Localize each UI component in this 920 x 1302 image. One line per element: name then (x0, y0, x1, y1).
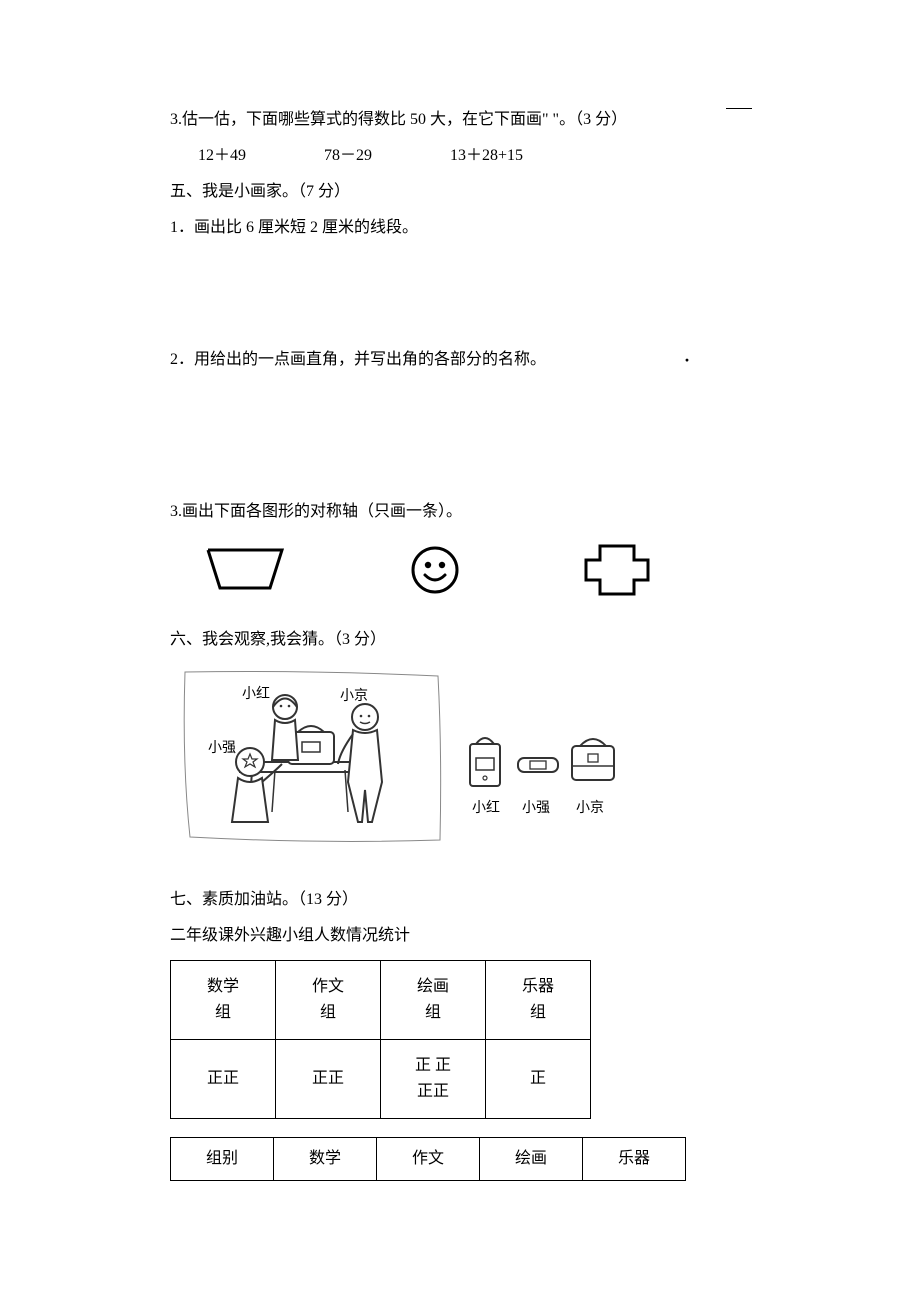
tally-table: 数学组 作文组 绘画组 乐器组 正正 正正 正 正 正正 正 (170, 960, 591, 1119)
q3-text-content: 3.估一估，下面哪些算式的得数比 50 大，在它下面画" "。（3 分） (170, 111, 627, 128)
label-qiang-left: 小强 (208, 740, 236, 756)
summary-table: 组别 数学 作文 绘画 乐器 (170, 1137, 686, 1181)
q3-expr-2: 78－29 (324, 140, 372, 172)
label-hong: 小红 (472, 800, 500, 816)
table-row: 数学组 作文组 绘画组 乐器组 (171, 961, 591, 1040)
s5-q2-row: 2．用给出的一点画直角，并写出角的各部分的名称。 · (170, 342, 750, 378)
summary-h-4: 乐器 (583, 1138, 686, 1181)
label-hong-top: 小红 (242, 686, 270, 702)
label-jing: 小京 (576, 800, 604, 816)
q3-expr-1: 12＋49 (198, 140, 246, 172)
s5-q1: 1．画出比 6 厘米短 2 厘米的线段。 (170, 212, 750, 244)
q3-text: 3.估一估，下面哪些算式的得数比 50 大，在它下面画" "。（3 分） (170, 104, 750, 136)
q3-expressions: 12＋49 78－29 13＋28+15 (170, 140, 750, 172)
summary-h-0: 组别 (171, 1138, 274, 1181)
tally-col-3: 绘画组 (381, 961, 486, 1040)
table-row: 正正 正正 正 正 正正 正 (171, 1040, 591, 1119)
tally-col-1: 数学组 (171, 961, 276, 1040)
smiley-shape (410, 545, 460, 595)
symmetry-shapes (200, 540, 750, 600)
tally-cell-1: 正正 (171, 1040, 276, 1119)
label-jing-top: 小京 (340, 688, 368, 704)
summary-h-3: 绘画 (480, 1138, 583, 1181)
tally-cell-3: 正 正 正正 (381, 1040, 486, 1119)
q3-overline (726, 108, 752, 109)
trapezoid-shape (200, 544, 290, 596)
observe-scene: 小红 小京 小强 小红 小强 (180, 662, 750, 864)
tally-cell-2: 正正 (276, 1040, 381, 1119)
label-qiang: 小强 (522, 800, 550, 816)
tally-col-4: 乐器组 (486, 961, 591, 1040)
table-row: 组别 数学 作文 绘画 乐器 (171, 1138, 686, 1181)
tally-col-2: 作文组 (276, 961, 381, 1040)
s6-heading: 六、我会观察,我会猜。（3 分） (170, 624, 750, 656)
summary-h-1: 数学 (274, 1138, 377, 1181)
s5-q2: 2．用给出的一点画直角，并写出角的各部分的名称。 (170, 344, 546, 376)
angle-point-dot: · (684, 342, 690, 378)
q3-expr-3: 13＋28+15 (450, 140, 523, 172)
s5-heading: 五、我是小画家。（7 分） (170, 176, 750, 208)
cross-shape (580, 540, 654, 600)
s7-heading: 七、素质加油站。（13 分） (170, 884, 750, 916)
page: 3.估一估，下面哪些算式的得数比 50 大，在它下面画" "。（3 分） 12＋… (0, 0, 920, 1302)
s7-sub: 二年级课外兴趣小组人数情况统计 (170, 920, 750, 952)
s5-q3: 3.画出下面各图形的对称轴（只画一条）。 (170, 496, 750, 528)
summary-h-2: 作文 (377, 1138, 480, 1181)
tally-cell-4: 正 (486, 1040, 591, 1119)
